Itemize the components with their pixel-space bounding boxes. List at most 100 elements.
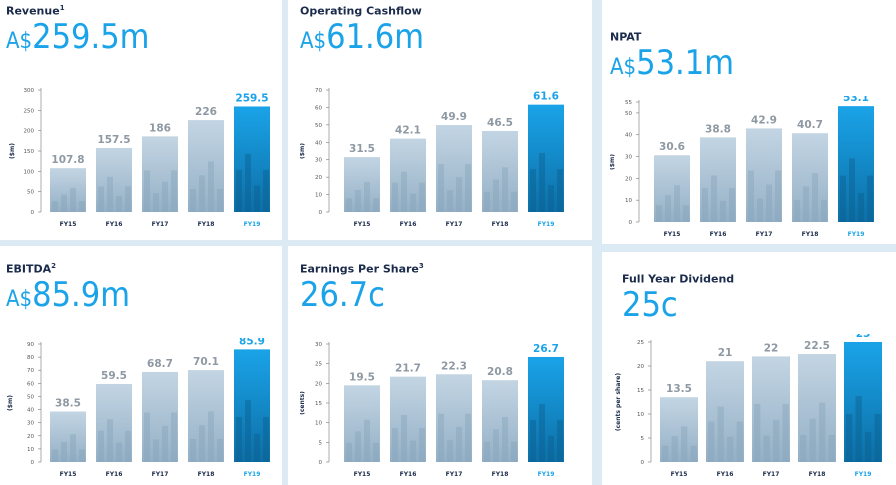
y-tick-label: 25: [637, 340, 644, 346]
data-label: 21.7: [395, 363, 421, 375]
bar-texture: [539, 404, 545, 462]
bar: [142, 136, 178, 212]
data-label: 85.9: [239, 338, 265, 347]
bar-texture: [355, 190, 361, 212]
bar-texture: [171, 170, 177, 212]
bar-texture: [373, 198, 379, 212]
x-tick-label: FY19: [538, 471, 555, 478]
bar-texture: [828, 435, 835, 462]
x-tick-label: FY15: [60, 221, 77, 228]
panel-title: Operating Cashflow: [300, 4, 422, 18]
bar-texture: [401, 171, 407, 212]
bar-texture: [190, 439, 196, 462]
bar: [188, 120, 224, 212]
bar-texture: [690, 445, 697, 462]
bar-texture: [708, 421, 715, 462]
y-tick-label: 50: [625, 111, 632, 117]
x-tick-label: FY19: [848, 231, 865, 238]
bar-texture: [144, 170, 150, 212]
bar-texture: [419, 182, 425, 212]
y-tick-label: 55: [625, 100, 632, 106]
data-label: 226: [195, 106, 217, 118]
x-tick-label: FY19: [538, 221, 555, 228]
bar-texture: [671, 436, 678, 462]
bar-texture: [364, 419, 370, 462]
panel-operating-cashflow: Operating Cashflow A$61.6m 0 10 20 30 40 50 60…: [300, 4, 580, 234]
bar-texture: [456, 426, 462, 462]
y-tick-label: 10: [625, 198, 632, 204]
bar: [528, 104, 564, 212]
panel-revenue: Revenue1 A$259.5m 0 50 100 150 200 250 300 ($m)…: [6, 4, 276, 234]
bar-texture: [840, 175, 846, 222]
bar-texture: [79, 449, 85, 462]
bar-texture: [662, 445, 669, 462]
bar-texture: [766, 184, 772, 222]
bar: [700, 137, 736, 222]
y-tick-label: 10: [637, 412, 644, 418]
x-tick-label: FY16: [717, 471, 734, 478]
bar-texture: [865, 432, 872, 462]
bar-texture: [858, 193, 864, 222]
bar-texture: [171, 412, 177, 462]
bar-texture: [263, 416, 269, 462]
x-tick-label: FY15: [671, 471, 688, 478]
x-tick-label: FY17: [446, 471, 463, 478]
y-tick-label: 60: [27, 381, 34, 387]
data-label: 31.5: [349, 143, 375, 155]
bar-texture: [493, 179, 499, 212]
bar-texture: [98, 186, 104, 212]
bar-texture: [821, 199, 827, 222]
panel-title: Revenue1: [6, 4, 65, 18]
panel-ebitda: EBITDA2 A$85.9m 0 10 20 30 40 50 60 70 80 90 ($m) 3…: [6, 262, 276, 482]
bar-texture: [199, 425, 205, 462]
bar: [798, 354, 836, 462]
x-tick-label: FY16: [400, 471, 417, 478]
bar-texture: [254, 185, 260, 212]
y-tick-label: 30: [625, 155, 632, 161]
bar: [390, 376, 426, 462]
bar-texture: [438, 164, 444, 212]
bar-texture: [849, 158, 855, 222]
bar-texture: [162, 425, 168, 462]
bar-texture: [711, 175, 717, 222]
y-tick-label: 100: [24, 169, 35, 175]
y-tick-label: 20: [625, 176, 632, 182]
bar-texture: [263, 169, 269, 212]
y-tick-label: 30: [315, 342, 322, 348]
data-label: 53.1: [843, 96, 869, 104]
bar: [752, 356, 790, 462]
y-tick-label: 10: [315, 193, 322, 199]
bar-texture: [736, 421, 743, 462]
bar-texture: [447, 190, 453, 212]
bar-texture: [720, 200, 726, 222]
x-tick-label: FY19: [244, 471, 261, 478]
x-tick-label: FY17: [152, 221, 169, 228]
y-axis-label: (cents per share): [615, 373, 622, 432]
y-tick-label: 0: [31, 210, 35, 216]
bar-texture: [162, 181, 168, 212]
data-label: 20.8: [487, 366, 513, 378]
bar: [96, 383, 132, 462]
headline-value: 26.7c: [300, 275, 385, 315]
data-label: 259.5: [235, 92, 268, 104]
bar-texture: [757, 198, 763, 222]
bar: [528, 356, 564, 462]
bar-texture: [502, 167, 508, 212]
bar-texture: [190, 189, 196, 212]
x-tick-label: FY17: [756, 231, 773, 238]
y-tick-label: 70: [27, 368, 34, 374]
bar-chart: 0 50 100 150 200 250 300 ($m) 107.8 FY15 157.5 FY16…: [9, 88, 270, 228]
headline-value: 25c: [622, 285, 678, 325]
x-tick-label: FY18: [492, 221, 509, 228]
y-tick-label: 20: [315, 381, 322, 387]
x-tick-label: FY16: [106, 221, 123, 228]
x-tick-label: FY17: [446, 221, 463, 228]
bar-texture: [511, 441, 517, 462]
bar-texture: [782, 403, 789, 462]
bar-texture: [530, 169, 536, 212]
y-tick-label: 150: [24, 149, 35, 155]
bar-texture: [107, 419, 113, 462]
y-tick-label: 20: [27, 434, 34, 440]
data-label: 46.5: [487, 117, 513, 129]
bar-texture: [236, 416, 242, 462]
